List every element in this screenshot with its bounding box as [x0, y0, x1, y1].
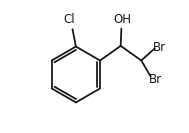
Text: Br: Br: [149, 73, 162, 86]
Text: Br: Br: [153, 41, 166, 54]
Text: Cl: Cl: [64, 13, 75, 26]
Text: OH: OH: [114, 13, 132, 26]
